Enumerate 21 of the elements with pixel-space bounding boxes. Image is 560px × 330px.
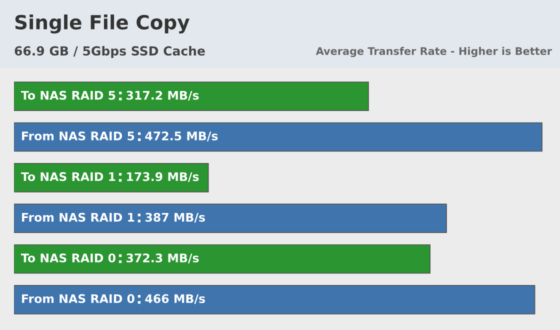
y-tick-label: To NAS RAID 0 [21, 253, 116, 262]
bar [14, 285, 536, 314]
bar [14, 122, 542, 152]
data-label: 472.5 MB/s [145, 131, 218, 142]
chart-title: Single File Copy [15, 14, 190, 34]
bar [14, 163, 209, 192]
bar [14, 82, 369, 111]
text: Average Transfer Rate - Higher is Better [316, 46, 552, 58]
y-tick-label: From NAS RAID 1 [22, 212, 134, 222]
y-tick-label: To NAS RAID 1 [21, 172, 116, 182]
bar [14, 204, 447, 233]
y-tick-label: From NAS RAID 0 [22, 294, 134, 304]
data-label: 173.9 MB/s [127, 172, 199, 182]
y-tick-label: From NAS RAID 5 [22, 131, 134, 140]
data-label: 317.2 MB/s [126, 90, 199, 101]
bar [14, 244, 430, 274]
data-label: 466 MB/s [145, 294, 205, 304]
data-label: 387 MB/s [145, 212, 205, 223]
chart-subtitle: 66.9 GB / 5Gbps SSD Cache [14, 46, 205, 58]
data-label: 372.3 MB/s [126, 253, 199, 264]
y-tick-label: To NAS RAID 5 [21, 90, 116, 100]
